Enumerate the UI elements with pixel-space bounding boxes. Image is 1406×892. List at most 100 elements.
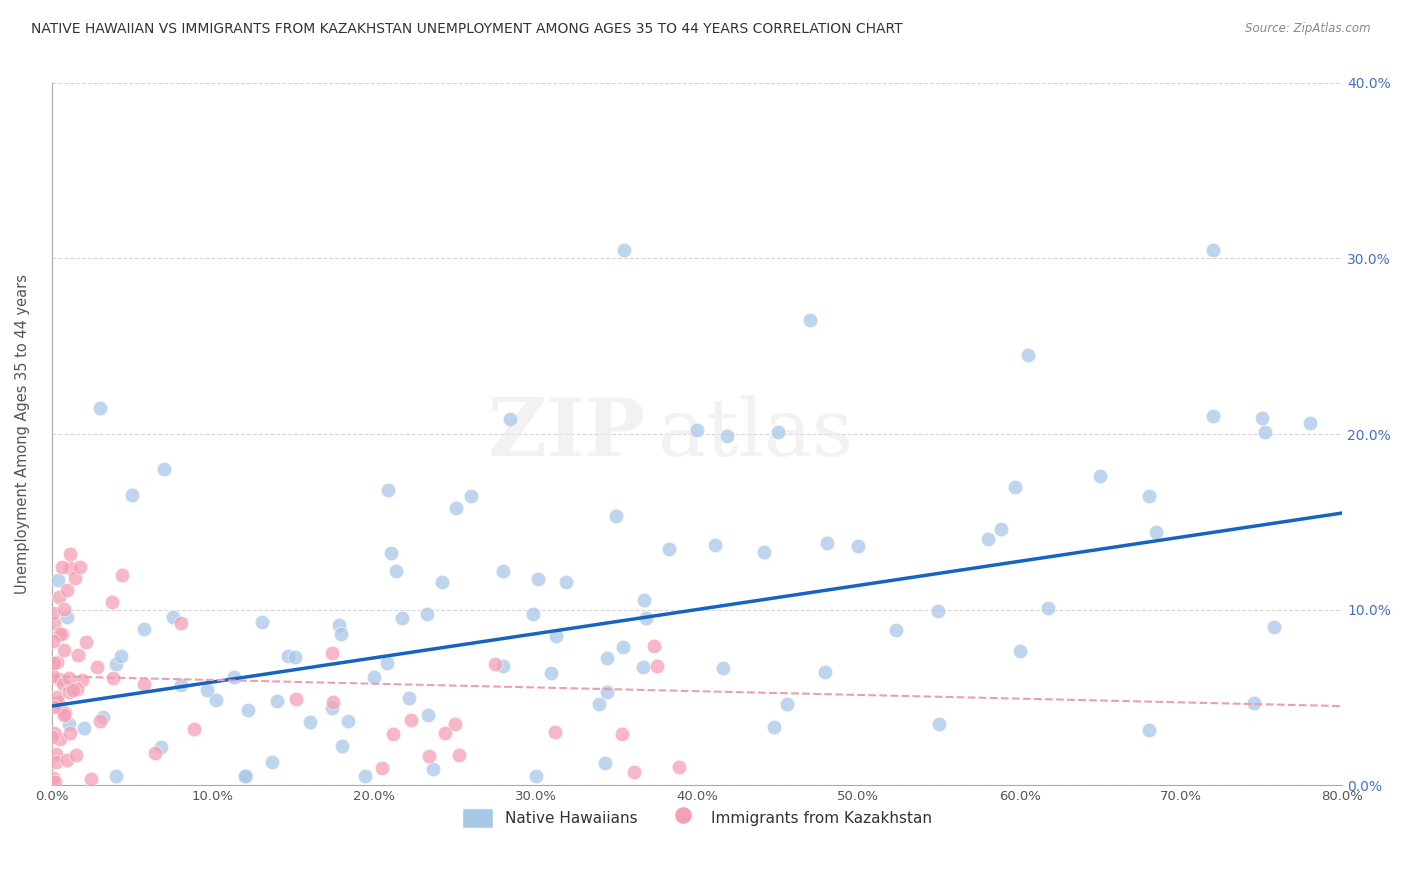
Native Hawaiians (522, 607, 544, 621)
Native Hawaiians (149, 739, 172, 754)
Native Hawaiians (1202, 409, 1225, 423)
Text: Source: ZipAtlas.com: Source: ZipAtlas.com (1246, 22, 1371, 36)
Legend: Native Hawaiians, Immigrants from Kazakhstan: Native Hawaiians, Immigrants from Kazakh… (456, 802, 938, 834)
Native Hawaiians (169, 678, 191, 692)
Native Hawaiians (89, 401, 111, 415)
Native Hawaiians (752, 544, 775, 558)
Native Hawaiians (613, 243, 636, 257)
Native Hawaiians (385, 564, 408, 578)
Immigrants from Kazakhstan (80, 772, 103, 787)
Native Hawaiians (321, 701, 343, 715)
Native Hawaiians (330, 627, 353, 641)
Native Hawaiians (416, 607, 439, 621)
Native Hawaiians (224, 670, 246, 684)
Native Hawaiians (277, 648, 299, 663)
Native Hawaiians (252, 615, 274, 629)
Native Hawaiians (633, 592, 655, 607)
Immigrants from Kazakhstan (42, 699, 65, 714)
Immigrants from Kazakhstan (111, 567, 134, 582)
Immigrants from Kazakhstan (48, 591, 70, 605)
Native Hawaiians (58, 717, 80, 731)
Immigrants from Kazakhstan (48, 673, 70, 687)
Immigrants from Kazakhstan (610, 727, 633, 741)
Immigrants from Kazakhstan (75, 635, 97, 649)
Immigrants from Kazakhstan (321, 646, 343, 660)
Native Hawaiians (631, 660, 654, 674)
Native Hawaiians (235, 769, 257, 783)
Native Hawaiians (73, 722, 96, 736)
Immigrants from Kazakhstan (643, 639, 665, 653)
Native Hawaiians (927, 604, 949, 618)
Native Hawaiians (612, 640, 634, 654)
Text: NATIVE HAWAIIAN VS IMMIGRANTS FROM KAZAKHSTAN UNEMPLOYMENT AMONG AGES 35 TO 44 Y: NATIVE HAWAIIAN VS IMMIGRANTS FROM KAZAK… (31, 22, 903, 37)
Native Hawaiians (332, 739, 354, 753)
Immigrants from Kazakhstan (101, 671, 124, 685)
Immigrants from Kazakhstan (55, 753, 77, 767)
Native Hawaiians (236, 703, 259, 717)
Native Hawaiians (814, 665, 837, 679)
Native Hawaiians (460, 489, 482, 503)
Native Hawaiians (1004, 480, 1026, 494)
Immigrants from Kazakhstan (52, 643, 75, 657)
Immigrants from Kazakhstan (418, 748, 440, 763)
Native Hawaiians (260, 756, 283, 770)
Native Hawaiians (1017, 348, 1039, 362)
Immigrants from Kazakhstan (51, 626, 73, 640)
Immigrants from Kazakhstan (44, 615, 66, 630)
Immigrants from Kazakhstan (41, 669, 63, 683)
Native Hawaiians (1144, 525, 1167, 540)
Native Hawaiians (658, 542, 681, 557)
Native Hawaiians (336, 714, 359, 729)
Immigrants from Kazakhstan (58, 671, 80, 685)
Immigrants from Kazakhstan (49, 627, 72, 641)
Native Hawaiians (527, 572, 550, 586)
Immigrants from Kazakhstan (89, 714, 111, 729)
Immigrants from Kazakhstan (44, 726, 66, 740)
Native Hawaiians (524, 769, 547, 783)
Native Hawaiians (162, 610, 184, 624)
Native Hawaiians (121, 488, 143, 502)
Native Hawaiians (266, 694, 288, 708)
Immigrants from Kazakhstan (623, 764, 645, 779)
Immigrants from Kazakhstan (285, 692, 308, 706)
Text: atlas: atlas (658, 395, 853, 473)
Immigrants from Kazakhstan (322, 695, 344, 709)
Immigrants from Kazakhstan (101, 595, 124, 609)
Native Hawaiians (704, 538, 727, 552)
Native Hawaiians (105, 657, 128, 672)
Native Hawaiians (430, 575, 453, 590)
Y-axis label: Unemployment Among Ages 35 to 44 years: Unemployment Among Ages 35 to 44 years (15, 274, 30, 594)
Native Hawaiians (422, 762, 444, 776)
Native Hawaiians (298, 715, 321, 730)
Immigrants from Kazakhstan (544, 725, 567, 739)
Native Hawaiians (588, 697, 610, 711)
Immigrants from Kazakhstan (65, 747, 87, 762)
Native Hawaiians (976, 532, 998, 546)
Native Hawaiians (605, 509, 627, 524)
Immigrants from Kazakhstan (132, 677, 155, 691)
Native Hawaiians (91, 710, 114, 724)
Native Hawaiians (1137, 723, 1160, 738)
Native Hawaiians (1008, 644, 1031, 658)
Native Hawaiians (686, 423, 709, 437)
Native Hawaiians (595, 756, 617, 770)
Immigrants from Kazakhstan (370, 761, 392, 775)
Native Hawaiians (153, 462, 176, 476)
Native Hawaiians (205, 693, 228, 707)
Immigrants from Kazakhstan (143, 746, 166, 760)
Immigrants from Kazakhstan (53, 602, 76, 616)
Native Hawaiians (1243, 696, 1265, 710)
Immigrants from Kazakhstan (59, 547, 82, 561)
Native Hawaiians (1090, 469, 1112, 483)
Native Hawaiians (197, 683, 219, 698)
Immigrants from Kazakhstan (53, 706, 76, 720)
Native Hawaiians (444, 500, 467, 515)
Native Hawaiians (766, 425, 789, 439)
Native Hawaiians (776, 698, 799, 712)
Native Hawaiians (56, 610, 79, 624)
Immigrants from Kazakhstan (45, 747, 67, 761)
Native Hawaiians (110, 648, 132, 663)
Immigrants from Kazakhstan (42, 634, 65, 648)
Immigrants from Kazakhstan (42, 771, 65, 785)
Immigrants from Kazakhstan (86, 659, 108, 673)
